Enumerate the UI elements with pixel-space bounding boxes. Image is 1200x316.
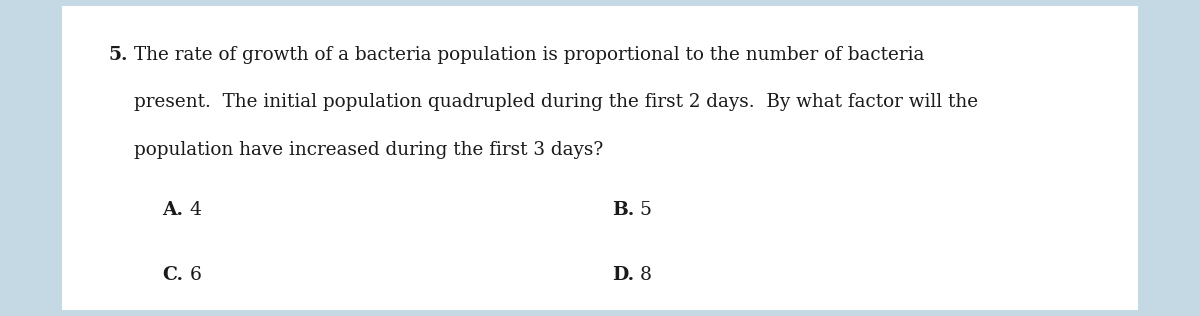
Text: 6: 6 bbox=[190, 266, 202, 284]
Text: 5.: 5. bbox=[108, 46, 127, 64]
Text: 8: 8 bbox=[640, 266, 652, 284]
Text: B.: B. bbox=[612, 201, 635, 219]
Text: C.: C. bbox=[162, 266, 182, 284]
Text: 5: 5 bbox=[640, 201, 652, 219]
Text: D.: D. bbox=[612, 266, 634, 284]
Text: The rate of growth of a bacteria population is proportional to the number of bac: The rate of growth of a bacteria populat… bbox=[134, 46, 925, 64]
Text: present.  The initial population quadrupled during the first 2 days.  By what fa: present. The initial population quadrupl… bbox=[134, 93, 978, 111]
Text: population have increased during the first 3 days?: population have increased during the fir… bbox=[134, 141, 604, 159]
Text: A.: A. bbox=[162, 201, 182, 219]
Text: 4: 4 bbox=[190, 201, 202, 219]
